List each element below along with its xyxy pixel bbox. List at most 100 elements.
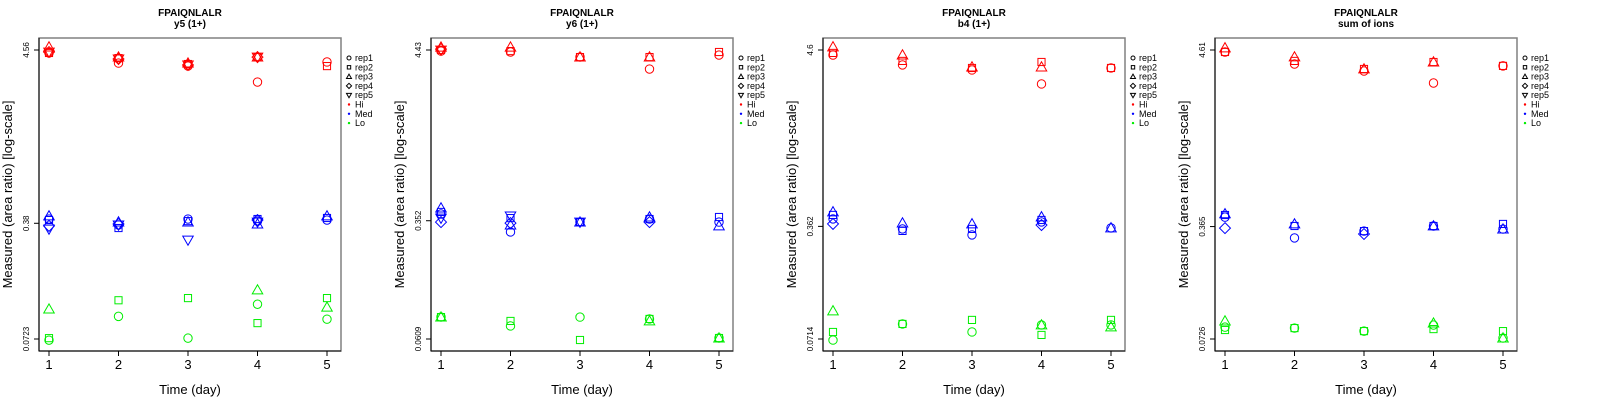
- data-point: [434, 310, 448, 322]
- data-point: [1035, 218, 1048, 232]
- data-point: [1218, 41, 1232, 53]
- x-tick-label: 3: [968, 357, 975, 372]
- data-point: [1428, 78, 1439, 88]
- data-point: [42, 224, 56, 236]
- x-tick-label: 4: [254, 357, 261, 372]
- data-point: [1496, 222, 1510, 234]
- data-point: [1359, 326, 1369, 336]
- legend-marker: [345, 73, 353, 79]
- data-point: [1106, 315, 1116, 324]
- legend-color-dot: [739, 112, 743, 116]
- legend-label: rep5: [747, 90, 765, 100]
- legend-color-dot: [1131, 103, 1135, 106]
- data-point: [967, 224, 977, 233]
- data-point: [1290, 324, 1299, 333]
- data-point: [252, 299, 263, 309]
- legend-label: rep3: [355, 72, 373, 82]
- x-tick-label: 2: [899, 357, 906, 372]
- data-point: [1035, 318, 1048, 330]
- legend-marker: [1521, 82, 1529, 90]
- data-point: [826, 304, 840, 316]
- legend-label: rep1: [1139, 53, 1157, 63]
- legend-label: rep5: [355, 90, 373, 100]
- data-point: [44, 335, 54, 345]
- chart-title: FPAIQNLALR: [550, 8, 614, 19]
- legend-color-dot: [1131, 121, 1135, 125]
- data-point: [434, 215, 448, 229]
- data-point: [1220, 322, 1230, 332]
- data-point: [183, 333, 193, 343]
- y-tick-label: 0.352: [414, 210, 423, 231]
- data-point: [643, 50, 656, 62]
- chart-title: FPAIQNLALR: [1334, 8, 1398, 19]
- legend-label: Lo: [355, 118, 365, 128]
- legend-label: rep2: [747, 62, 765, 72]
- legend-label: Med: [747, 109, 765, 119]
- legend-marker: [346, 65, 352, 70]
- data-point: [1035, 60, 1048, 72]
- data-point: [1218, 221, 1232, 235]
- legend-color-dot: [1523, 103, 1527, 106]
- data-point: [896, 48, 909, 60]
- chart-subtitle: y6 (1+): [566, 19, 598, 30]
- legend-color-dot: [739, 121, 743, 125]
- legend-label: rep4: [355, 81, 373, 91]
- x-tick-label: 2: [507, 357, 514, 372]
- y-tick-label: 0.362: [806, 216, 815, 237]
- legend-marker: [737, 82, 745, 90]
- legend-label: rep5: [1139, 90, 1157, 100]
- data-point: [1037, 215, 1046, 225]
- data-point: [42, 40, 56, 52]
- legend-label: Med: [1139, 109, 1157, 119]
- plot-frame: [822, 37, 1126, 352]
- legend-label: rep4: [1139, 81, 1157, 91]
- data-point: [828, 48, 838, 57]
- data-point: [1427, 219, 1440, 231]
- data-point: [1104, 221, 1118, 233]
- data-point: [575, 312, 585, 322]
- data-point: [112, 54, 125, 66]
- data-point: [643, 314, 656, 326]
- x-tick-label: 3: [1360, 357, 1367, 372]
- data-point: [897, 224, 908, 234]
- legend-label: rep1: [747, 53, 765, 63]
- data-point: [1429, 325, 1438, 334]
- x-axis-label: Time (day): [551, 382, 613, 397]
- data-point: [181, 60, 195, 72]
- data-point: [1290, 221, 1299, 231]
- legend-marker: [738, 65, 744, 70]
- data-point: [322, 57, 332, 67]
- data-point: [1288, 50, 1301, 62]
- plot-frame: [430, 37, 734, 352]
- data-point: [113, 58, 124, 68]
- legend-label: rep3: [747, 72, 765, 82]
- data-point: [643, 210, 656, 222]
- data-point: [1220, 325, 1230, 335]
- data-point: [42, 219, 56, 233]
- legend-marker: [1522, 65, 1528, 70]
- x-tick-label: 5: [323, 357, 330, 372]
- data-point: [1498, 61, 1508, 70]
- data-point: [1359, 327, 1369, 336]
- legend-color-dot: [347, 103, 351, 106]
- data-point: [112, 220, 125, 232]
- x-tick-label: 4: [646, 357, 653, 372]
- legend-label: rep4: [1531, 81, 1549, 91]
- x-axis-label: Time (day): [159, 382, 221, 397]
- data-point: [114, 296, 123, 305]
- legend-label: rep2: [1139, 62, 1157, 72]
- legend-color-dot: [347, 121, 351, 125]
- data-point: [434, 201, 448, 213]
- data-point: [828, 214, 838, 224]
- data-point: [826, 40, 840, 52]
- legend-marker: [1129, 73, 1137, 79]
- data-point: [898, 56, 907, 65]
- x-tick-label: 2: [115, 357, 122, 372]
- chart-subtitle: y5 (1+): [174, 19, 206, 30]
- data-point: [828, 50, 838, 60]
- data-point: [897, 319, 908, 329]
- y-tick-label: 4.56: [22, 42, 31, 58]
- data-point: [1289, 233, 1300, 243]
